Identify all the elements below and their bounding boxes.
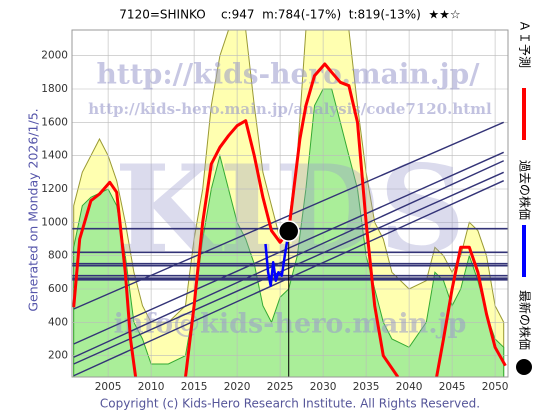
y-tick-label: 1000: [41, 216, 68, 228]
generated-note: Generated on Monday 2026/1/5.: [26, 108, 41, 311]
x-tick-label: 2005: [95, 381, 122, 393]
x-tick-label: 2045: [439, 381, 466, 393]
y-tick-label: 400: [48, 316, 68, 328]
legend-label: 過去の株価: [518, 160, 533, 220]
legend-label: 最新の株価: [518, 290, 533, 350]
series-line: [264, 231, 290, 287]
y-tick-label: 2000: [41, 50, 68, 62]
copyright: Copyright (c) Kids-Hero Research Institu…: [100, 397, 480, 411]
x-tick-label: 2020: [224, 381, 251, 393]
x-tick-label: 2010: [138, 381, 165, 393]
watermark: http://kids-hero.main.jp/: [97, 58, 481, 91]
y-tick-label: 1200: [41, 183, 68, 195]
watermark: http://kids-hero.main.jp/analysis/code71…: [88, 100, 492, 118]
x-tick-label: 2050: [482, 381, 509, 393]
y-tick-label: 800: [48, 250, 68, 262]
legend-swatch: [516, 359, 532, 375]
plot-area: http://kids-hero.main.jp/http://kids-her…: [72, 30, 508, 377]
y-tick-label: 1800: [41, 83, 68, 95]
watermark: info@kids-hero.main.jp: [114, 309, 467, 340]
plot-border: [71, 29, 509, 378]
x-tick-label: 2035: [353, 381, 380, 393]
y-tick-label: 600: [48, 283, 68, 295]
axes: 200 400 600 800 1000 1200 1400 1600 1800 2000 2005…: [41, 50, 508, 393]
x-tick-label: 2025: [267, 381, 294, 393]
y-tick-label: 1400: [41, 150, 68, 162]
latest-point: [277, 220, 300, 242]
trend-line: [73, 121, 504, 310]
chart-title: 7120=SHINKO c:947 m:784(-17%) t:819(-13%…: [119, 8, 460, 22]
x-tick-label: 2015: [181, 381, 208, 393]
x-tick-label: 2040: [396, 381, 423, 393]
y-tick-label: 200: [48, 350, 68, 362]
x-tick-label: 2030: [310, 381, 337, 393]
legend-label: ＡＩ予測: [518, 20, 532, 68]
y-tick-label: 1600: [41, 116, 68, 128]
